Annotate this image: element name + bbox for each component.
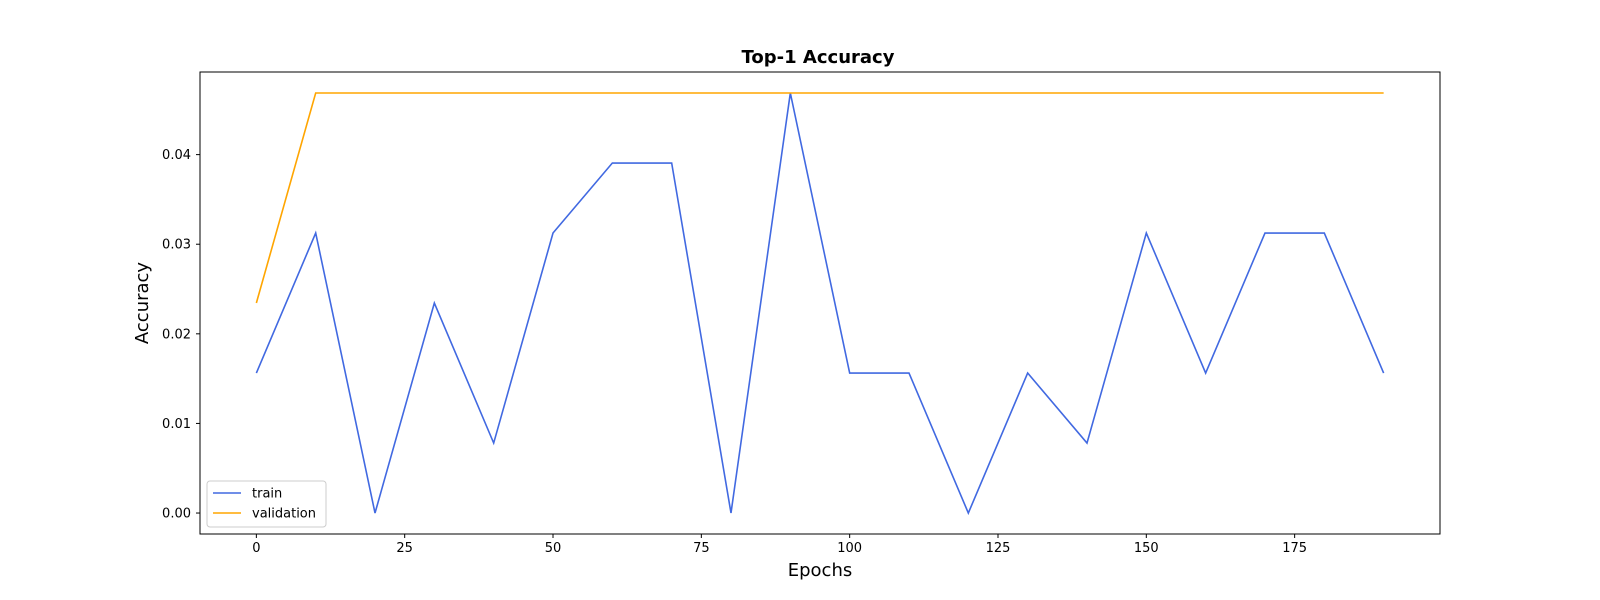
x-tick-label: 125 [986, 541, 1011, 556]
y-tick-label: 0.00 [162, 507, 191, 522]
y-tick-label: 0.02 [162, 327, 191, 342]
legend-label-train: train [252, 487, 282, 502]
x-tick-label: 75 [693, 541, 710, 556]
y-axis: 0.00 0.01 0.02 0.03 0.04 [162, 148, 200, 522]
y-axis-label: Accuracy [132, 262, 153, 345]
x-axis-label: Epochs [788, 560, 853, 581]
y-tick-label: 0.04 [162, 148, 191, 163]
x-tick-label: 150 [1134, 541, 1159, 556]
series-line-validation [255, 92, 1384, 304]
x-tick-label: 100 [837, 541, 862, 556]
x-tick-label: 175 [1282, 541, 1307, 556]
y-tick-label: 0.03 [162, 238, 191, 253]
plot-frame [199, 71, 1441, 535]
legend-label-validation: validation [252, 507, 316, 522]
x-tick-label: 25 [396, 541, 413, 556]
series-line-train [255, 92, 1385, 516]
x-axis: 0 25 50 75 100 125 150 175 [252, 534, 1307, 556]
chart-title: Top-1 Accuracy [742, 47, 895, 68]
x-tick-label: 50 [545, 541, 562, 556]
series-layer [255, 92, 1385, 516]
y-tick-label: 0.01 [162, 417, 191, 432]
x-tick-label: 0 [252, 541, 260, 556]
legend: train validation [206, 480, 327, 528]
